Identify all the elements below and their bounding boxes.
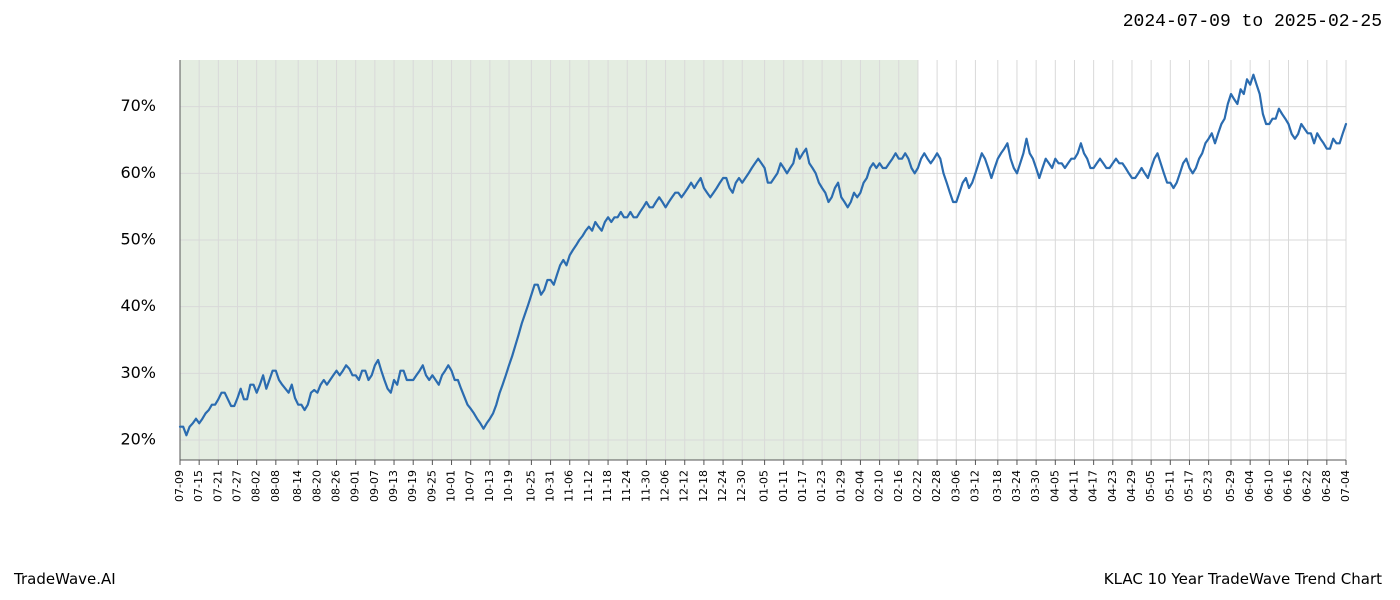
- x-tick-label: 05-17: [1182, 470, 1195, 502]
- x-tick-label: 04-17: [1087, 470, 1100, 502]
- x-tick-label: 11-24: [620, 470, 633, 502]
- x-tick-label: 05-05: [1144, 470, 1157, 502]
- x-tick-label: 07-09: [173, 470, 186, 502]
- x-tick-label: 11-12: [582, 470, 595, 502]
- x-tick-label: 02-04: [853, 470, 866, 502]
- x-tick-label: 10-07: [464, 470, 477, 502]
- highlight-band: [180, 60, 918, 460]
- x-tick-label: 09-13: [387, 470, 400, 502]
- x-tick-label: 07-27: [231, 470, 244, 502]
- x-tick-label: 05-11: [1163, 470, 1176, 502]
- x-tick-label: 03-24: [1010, 470, 1023, 502]
- x-tick-label: 11-30: [639, 470, 652, 502]
- x-tick-label: 08-02: [250, 470, 263, 502]
- x-tick-label: 12-06: [659, 470, 672, 502]
- y-tick-label: 40%: [120, 296, 156, 315]
- x-tick-label: 11-18: [601, 470, 614, 502]
- x-tick-label: 04-05: [1048, 470, 1061, 502]
- x-tick-label: 07-15: [192, 470, 205, 502]
- x-tick-label: 08-14: [291, 470, 304, 502]
- y-tick-label: 30%: [120, 363, 156, 382]
- x-tick-label: 10-31: [544, 470, 557, 502]
- date-range-label: 2024-07-09 to 2025-02-25: [1123, 12, 1382, 32]
- x-tick-label: 08-26: [330, 470, 343, 502]
- x-tick-label: 01-05: [758, 470, 771, 502]
- x-tick-label: 05-23: [1202, 470, 1215, 502]
- x-tick-label: 02-16: [892, 470, 905, 502]
- x-tick-label: 03-18: [991, 470, 1004, 502]
- x-tick-label: 07-04: [1339, 470, 1352, 502]
- x-tick-label: 01-17: [796, 470, 809, 502]
- trend-chart: 20% 30% 40% 50% 60% 70% 07-09 07-15 07-21 07-27 08…: [60, 60, 1360, 540]
- x-tick-label: 01-23: [815, 470, 828, 502]
- x-tick-label: 12-12: [678, 470, 691, 502]
- x-tick-label: 10-01: [445, 470, 458, 502]
- x-tick-label: 08-08: [269, 470, 282, 502]
- x-tick-label: 11-06: [563, 470, 576, 502]
- x-tick-label: 01-11: [777, 470, 790, 502]
- x-tick-label: 12-30: [735, 470, 748, 502]
- x-tick-label: 12-18: [697, 470, 710, 502]
- x-tick-label: 06-22: [1301, 470, 1314, 502]
- x-tick-label: 03-30: [1029, 470, 1042, 502]
- x-tick-label: 02-10: [873, 470, 886, 502]
- x-tick-label: 09-19: [406, 470, 419, 502]
- x-tick-label: 01-29: [834, 470, 847, 502]
- y-tick-label: 20%: [120, 430, 156, 449]
- x-tick-label: 06-10: [1262, 470, 1275, 502]
- x-tick-label: 02-28: [930, 470, 943, 502]
- x-tick-label: 08-20: [310, 470, 323, 502]
- y-tick-label: 70%: [120, 96, 156, 115]
- x-tick-label: 02-22: [911, 470, 924, 502]
- x-tick-label: 09-07: [368, 470, 381, 502]
- x-tick-label: 06-16: [1281, 470, 1294, 502]
- x-tick-label: 05-29: [1224, 470, 1237, 502]
- x-tick-label: 04-29: [1125, 470, 1138, 502]
- x-tick-label: 04-23: [1106, 470, 1119, 502]
- x-tick-label: 07-21: [211, 470, 224, 502]
- x-tick-label: 03-06: [949, 470, 962, 502]
- x-tick-label: 09-25: [425, 470, 438, 502]
- x-tick-label: 06-04: [1243, 470, 1256, 502]
- x-tick-label: 10-19: [502, 470, 515, 502]
- x-tick-label: 10-25: [524, 470, 537, 502]
- y-tick-label: 50%: [120, 230, 156, 249]
- x-tick-label: 10-13: [483, 470, 496, 502]
- chart-title: KLAC 10 Year TradeWave Trend Chart: [1104, 570, 1382, 588]
- y-tick-label: 60%: [120, 163, 156, 182]
- x-tick-label: 09-01: [349, 470, 362, 502]
- x-tick-label: 06-28: [1320, 470, 1333, 502]
- x-tick-label: 12-24: [716, 470, 729, 502]
- x-tick-label: 04-11: [1067, 470, 1080, 502]
- brand-label: TradeWave.AI: [14, 570, 116, 588]
- x-tick-label: 03-12: [968, 470, 981, 502]
